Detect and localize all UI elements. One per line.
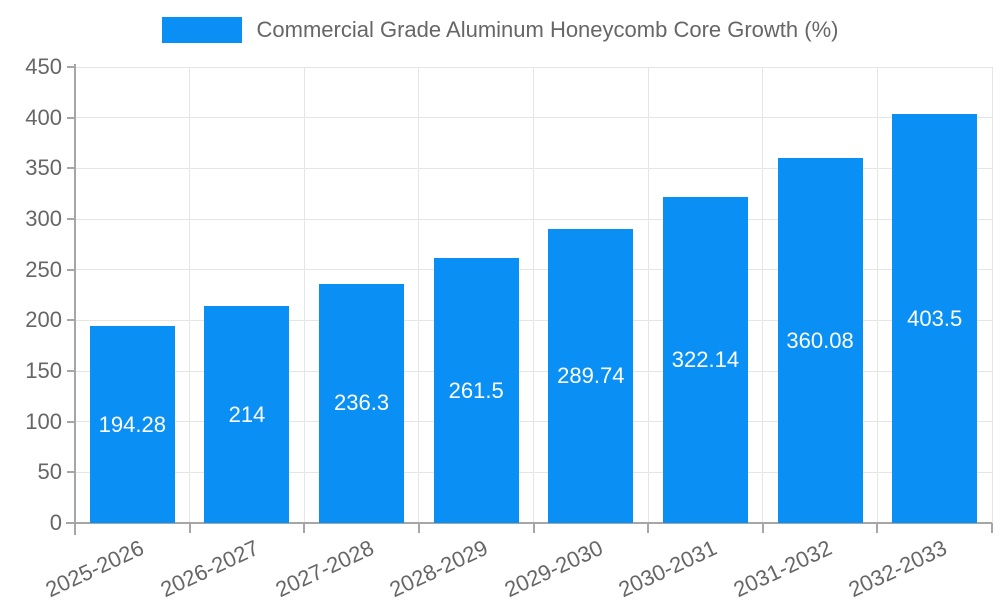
x-tick <box>417 523 420 533</box>
bar <box>204 306 290 523</box>
bar <box>662 196 748 523</box>
y-tick-label: 300 <box>25 206 62 231</box>
bar-value-label: 289.74 <box>557 363 625 389</box>
bar <box>777 158 863 523</box>
x-tick <box>532 523 535 533</box>
gridline-v <box>533 67 534 523</box>
y-tick <box>67 420 75 423</box>
x-tick <box>991 523 993 533</box>
x-tick <box>303 523 306 533</box>
y-tick <box>67 370 75 372</box>
bar <box>319 283 405 523</box>
x-tick <box>188 523 191 533</box>
x-tick <box>761 523 764 533</box>
bar <box>892 114 978 523</box>
bar-value-label: 322.14 <box>671 346 740 372</box>
legend-label: Commercial Grade Aluminum Honeycomb Core… <box>256 17 839 42</box>
y-tick-label: 100 <box>25 408 62 434</box>
x-tick-label: 2025-2026 <box>41 535 148 600</box>
legend-swatch <box>161 17 242 43</box>
y-tick-label: 50 <box>37 459 62 485</box>
x-tick <box>647 523 650 533</box>
gridline-v <box>647 67 649 523</box>
gridline-v <box>991 67 993 523</box>
y-tick-label: 450 <box>25 54 62 79</box>
bar <box>548 229 634 523</box>
y-tick <box>67 319 75 322</box>
gridline-v <box>762 67 764 523</box>
x-axis-line <box>66 522 992 524</box>
y-tick <box>67 167 75 170</box>
y-tick <box>67 471 75 474</box>
bar-value-label: 194.28 <box>98 411 166 437</box>
gridline-v <box>189 67 191 523</box>
chart-legend: Commercial Grade Aluminum Honeycomb Core… <box>0 17 1000 43</box>
gridline-v <box>303 67 305 523</box>
bar <box>89 326 175 523</box>
gridline-v <box>876 67 878 523</box>
bar-value-label: 214 <box>228 401 266 427</box>
y-tick <box>67 66 75 68</box>
bar-value-label: 360.08 <box>786 327 854 353</box>
y-tick-label: 350 <box>25 155 62 181</box>
bar-value-label: 236.3 <box>334 390 390 416</box>
y-tick-label: 0 <box>49 510 62 535</box>
y-tick-label: 200 <box>25 307 62 333</box>
y-tick-label: 250 <box>25 256 62 282</box>
bar-value-label: 261.5 <box>448 377 504 403</box>
y-tick-label: 400 <box>25 104 62 130</box>
y-tick <box>67 268 75 271</box>
gridline-v <box>418 67 420 523</box>
bar <box>433 258 519 523</box>
y-axis-line <box>74 64 76 535</box>
x-tick <box>876 523 879 533</box>
y-tick <box>67 218 75 220</box>
y-tick-label: 150 <box>25 358 62 383</box>
bar-value-label: 403.5 <box>907 305 963 331</box>
y-tick <box>67 116 75 119</box>
